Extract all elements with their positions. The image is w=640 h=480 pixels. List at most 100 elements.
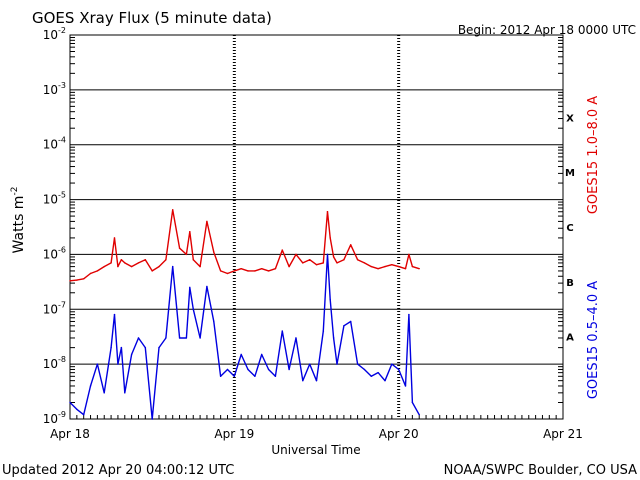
series-point-1 [336,363,338,365]
updated-label: Updated 2012 Apr 20 04:00:12 UTC [2,463,234,478]
series-point-0 [391,263,393,266]
series-point-1 [322,330,325,332]
series-point-1 [315,379,318,382]
series-point-1 [172,265,174,268]
y-tick-base: 10 [43,28,58,42]
y-tick-exponent: -4 [58,136,66,145]
series-point-0 [240,267,242,270]
series-point-1 [247,368,249,371]
y-tick-base: 10 [43,357,58,371]
series-point-1 [295,337,297,339]
x-tick-label: Apr 18 [50,427,90,441]
series-point-1 [96,363,99,365]
y-tick-label: 10-2 [43,26,66,42]
series-point-1 [377,371,379,374]
series-point-0 [219,270,222,272]
series-point-0 [408,253,410,256]
y-axis-ticks: 10-210-310-410-510-610-710-810-9 [43,26,563,426]
series-point-0 [267,270,270,272]
series-point-0 [397,265,400,268]
flare-class-label: A [566,333,574,344]
series-point-1 [89,385,92,387]
x-tick-label: Apr 19 [214,427,254,441]
series-point-1 [274,375,277,378]
series-lines [69,209,420,420]
series-point-1 [404,385,407,387]
series-point-0 [189,230,191,233]
series-point-0 [336,262,338,264]
series-point-0 [82,278,85,280]
credit-label: NOAA/SWPC Boulder, CO USA [444,463,637,478]
x-axis-ticks: Apr 18 Apr 19 Apr 20 Apr 21 [50,415,583,441]
series-point-0 [124,262,126,264]
series-point-0 [137,262,140,264]
series-point-1 [178,337,181,339]
series-point-0 [288,265,290,268]
series-line-0 [69,209,420,282]
series-point-1 [165,337,167,339]
y-tick-base: 10 [43,412,58,426]
series-point-0 [254,270,256,272]
flare-class-label: M [565,168,575,179]
series-point-1 [261,353,263,356]
series-point-1 [158,346,160,349]
y-tick-label: 10-5 [43,191,66,207]
plot-area [69,34,564,420]
series-point-1 [144,346,147,349]
series-point-0 [384,265,386,268]
series-point-1 [151,418,153,420]
series-point-1 [384,379,386,382]
series-point-0 [274,267,277,270]
y-tick-label: 10-4 [43,136,66,152]
series-point-0 [110,262,112,264]
y-axis-label-exponent: -2 [10,187,20,196]
series-point-1 [308,363,311,365]
y-tick-exponent: -6 [58,245,66,254]
y-tick-base: 10 [43,193,58,207]
y-tick-base: 10 [43,247,58,261]
series-point-1 [329,298,331,301]
y-tick-label: 10-9 [43,410,66,426]
y-tick-base: 10 [43,138,58,152]
series-point-0 [233,270,236,272]
x-tick-label: Apr 21 [543,427,583,441]
series-point-1 [356,363,359,365]
series-point-0 [192,259,194,261]
series-point-1 [281,330,283,332]
series-point-0 [113,237,116,239]
series-point-0 [151,270,153,272]
flare-class-label: B [566,278,574,289]
series-point-0 [178,247,181,249]
y-tick-exponent: -7 [58,300,66,309]
series-point-0 [261,267,263,270]
series-point-0 [165,259,167,261]
series-point-0 [332,256,335,258]
series-point-1 [213,320,215,323]
series-point-1 [350,320,352,323]
series-point-0 [356,259,359,261]
series-point-1 [124,392,126,394]
series-point-0 [96,270,99,272]
series-point-0 [213,251,215,253]
series-point-0 [130,265,133,268]
series-point-1 [240,353,242,356]
series-point-1 [113,313,116,316]
x-axis-label: Universal Time [271,443,360,457]
series-point-1 [219,375,222,378]
series-point-1 [332,337,335,339]
chart-title: GOES Xray Flux (5 minute data) [32,9,272,27]
series-point-0 [326,211,329,213]
series-point-0 [226,272,229,275]
y-tick-exponent: -3 [58,81,66,90]
series-point-1 [370,375,372,378]
series-point-1 [408,313,410,316]
series-point-0 [418,267,420,270]
x-tick-label: Apr 20 [379,427,419,441]
series-point-0 [411,265,414,268]
y-tick-base: 10 [43,83,58,97]
series-point-0 [89,272,92,275]
series-point-0 [69,280,71,282]
series-point-0 [350,244,352,246]
series-point-0 [172,209,174,211]
series-point-0 [295,253,297,256]
